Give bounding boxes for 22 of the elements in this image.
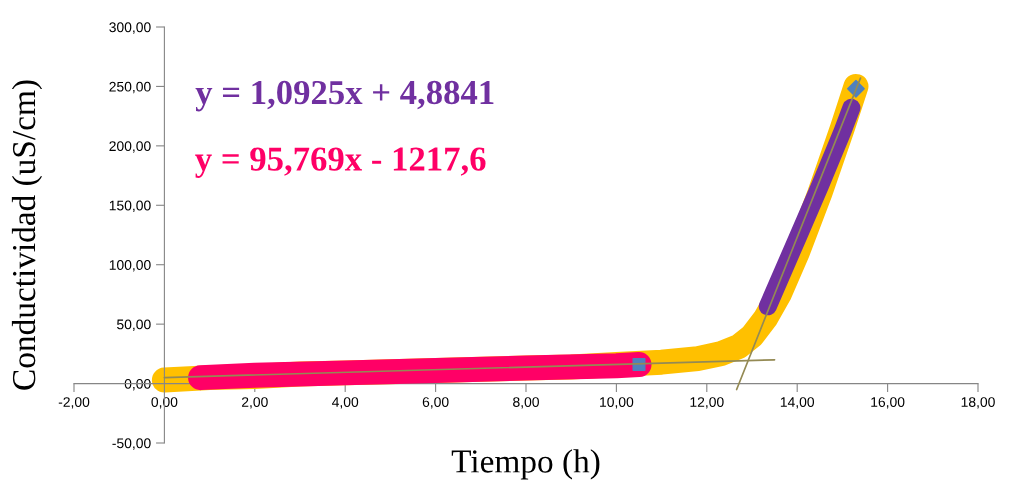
x-tick-label: 0,00: [151, 397, 178, 409]
x-tick-label: 12,00: [690, 397, 724, 409]
y-tick-label: 150,00: [109, 200, 151, 213]
x-tick-label: 2,00: [241, 397, 268, 409]
y-tick-label: 300,00: [109, 22, 151, 34]
y-tick-label: -50,00: [112, 438, 151, 450]
x-tick-label: 18,00: [961, 397, 995, 409]
annotation: y = 1,0925x + 4,8841: [195, 80, 494, 112]
x-tick-label: -2,00: [58, 397, 90, 409]
y-tick-label: 100,00: [109, 260, 151, 272]
x-tick-label: 16,00: [871, 397, 905, 409]
annotation: y = 95,769x - 1217,6: [195, 147, 486, 178]
x-tick-label: 4,00: [332, 397, 359, 409]
y-tick-label: 200,00: [109, 141, 151, 153]
y-tick-label: 250,00: [109, 81, 151, 94]
x-tick-label: 14,00: [780, 397, 815, 409]
x-tick-label: 8,00: [513, 397, 539, 409]
x-axis-title: Tiempo (h): [451, 449, 600, 480]
x-tick-label: 10,00: [600, 397, 634, 409]
x-tick-label: 6,00: [422, 397, 449, 409]
y-axis-title: Conductividad (uS/cm): [11, 80, 43, 390]
y-tick-label: 50,00: [117, 319, 151, 331]
